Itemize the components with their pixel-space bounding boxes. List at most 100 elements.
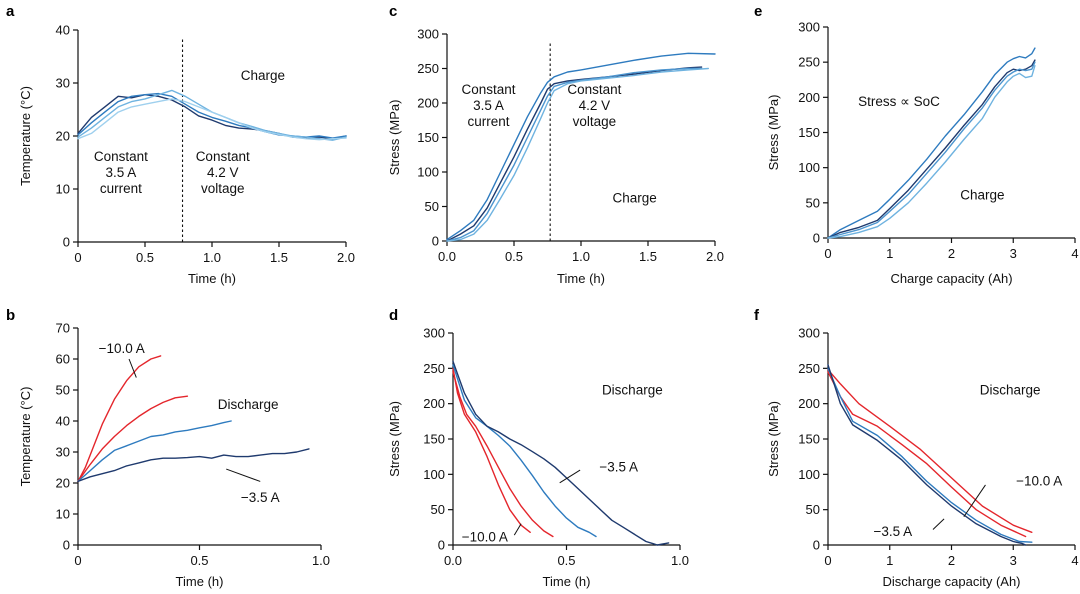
x-tick-label: 2.0	[337, 250, 355, 265]
x-tick-label: 1.5	[270, 250, 288, 265]
y-axis-title: Temperature (°C)	[18, 387, 33, 487]
y-tick-label: 50	[56, 383, 70, 398]
panel-letter: c	[389, 3, 397, 20]
series-line-cycle-1	[827, 47, 1036, 239]
annotation-text: voltage	[573, 114, 617, 129]
y-tick-label: 0	[63, 538, 70, 553]
annotation-leader-line	[226, 468, 261, 482]
x-tick-label: 2	[948, 246, 955, 261]
series-line-5-0-a	[827, 367, 1033, 543]
annotation-leader-line	[128, 358, 137, 378]
x-tick-label: 3	[1010, 246, 1017, 261]
series-line-cycle-2	[446, 66, 703, 242]
x-axis-title: Discharge capacity (Ah)	[883, 574, 1021, 589]
y-tick-label: 100	[423, 467, 445, 482]
annotation-text: 3.5 A	[105, 165, 136, 180]
annotation-text: −3.5 A	[874, 524, 913, 539]
panel-letter: a	[6, 3, 15, 20]
x-tick-label: 0.5	[136, 250, 154, 265]
y-tick-label: 250	[798, 361, 820, 376]
annotation-text: Discharge	[218, 397, 279, 412]
y-tick-label: 30	[56, 445, 70, 460]
y-axis-title: Stress (MPa)	[766, 401, 781, 477]
x-axis-title: Time (h)	[188, 271, 236, 286]
annotation-text: Charge	[960, 187, 1004, 202]
series-line-7-0-a	[77, 395, 189, 483]
annotation-leader-line	[513, 523, 522, 536]
y-tick-label: 300	[798, 326, 820, 341]
y-tick-label: 250	[798, 55, 820, 70]
series-line-10-0-a	[827, 369, 1033, 533]
panel-letter: d	[389, 307, 398, 324]
x-tick-label: 1	[886, 246, 893, 261]
y-tick-label: 30	[56, 76, 70, 91]
y-tick-label: 250	[417, 61, 439, 76]
annotation-text: Charge	[612, 191, 656, 206]
x-tick-label: 1.0	[203, 250, 221, 265]
y-tick-label: 40	[56, 414, 70, 429]
x-tick-label: 0.5	[190, 553, 208, 568]
y-tick-label: 0	[438, 538, 445, 553]
y-tick-label: 150	[798, 125, 820, 140]
x-tick-label: 2	[948, 553, 955, 568]
y-axis-title: Temperature (°C)	[18, 86, 33, 186]
annotation-leader-line	[559, 469, 581, 484]
series-line-cycle-3	[77, 89, 347, 141]
y-axis-title: Stress (MPa)	[766, 95, 781, 171]
x-tick-label: 0	[74, 250, 81, 265]
annotation-text: 4.2 V	[207, 165, 239, 180]
annotation-text: Discharge	[602, 383, 663, 398]
y-tick-label: 0	[432, 234, 439, 249]
x-tick-label: 0.5	[505, 249, 523, 264]
x-tick-label: 3	[1010, 553, 1017, 568]
panel-letter: b	[6, 307, 15, 324]
panel-d: d 0.0 0.5 1.0 0 50 100 150 200 250 300 Time (h) Stre…	[387, 307, 689, 589]
annotation-text: −3.5 A	[241, 490, 280, 505]
y-tick-label: 200	[798, 396, 820, 411]
y-tick-label: 20	[56, 476, 70, 491]
series-line-5-0-a	[452, 364, 597, 538]
y-tick-label: 200	[798, 90, 820, 105]
annotation-text: current	[468, 114, 510, 129]
annotation-text: Constant	[567, 82, 621, 97]
annotation-text: Discharge	[980, 383, 1041, 398]
annotation-text: 4.2 V	[579, 98, 611, 113]
series-line-3-5-a	[827, 364, 1027, 546]
y-tick-label: 10	[56, 507, 70, 522]
panel-letter: f	[754, 307, 760, 324]
annotation-text: current	[100, 181, 142, 196]
annotation-text: Constant	[462, 82, 516, 97]
x-tick-label: 4	[1071, 246, 1078, 261]
annotation-text: voltage	[201, 181, 245, 196]
series-line-7-0-a	[827, 371, 1027, 538]
y-tick-label: 60	[56, 352, 70, 367]
x-tick-label: 1.0	[312, 553, 330, 568]
y-tick-label: 150	[798, 432, 820, 447]
annotation-leader-line	[932, 518, 945, 530]
x-tick-label: 0.0	[438, 249, 456, 264]
y-tick-label: 40	[56, 23, 70, 38]
series-line-5-0-a	[77, 420, 232, 483]
series-line-cycle-2	[77, 92, 347, 139]
annotation-text: Constant	[94, 149, 148, 164]
y-tick-label: 150	[423, 432, 445, 447]
x-axis-title: Time (h)	[543, 574, 591, 589]
x-tick-label: 1.5	[639, 249, 657, 264]
x-tick-label: 1	[886, 553, 893, 568]
y-tick-label: 100	[798, 467, 820, 482]
panel-e: e 0 1 2 3 4 0 50 100 150 200 250 300 Charge capacity …	[754, 3, 1079, 286]
panel-b: b 0 0.5 1.0 0 10 20 30 40 50 60 70 Time (h) Temperatu…	[6, 307, 330, 589]
x-axis-title: Charge capacity (Ah)	[890, 271, 1012, 286]
series-line-cycle-4	[446, 67, 709, 242]
x-tick-label: 0	[74, 553, 81, 568]
y-tick-label: 0	[813, 231, 820, 246]
annotation-text: −3.5 A	[599, 460, 638, 475]
series-line-10-0-a	[77, 355, 162, 483]
annotation-text: 3.5 A	[473, 98, 504, 113]
x-tick-label: 1.0	[572, 249, 590, 264]
annotation-text: Stress ∝ SoC	[858, 94, 940, 109]
series-line-3-5-a	[77, 448, 310, 483]
y-tick-label: 250	[423, 361, 445, 376]
series-line-cycle-4	[77, 98, 347, 141]
x-tick-label: 0	[824, 553, 831, 568]
